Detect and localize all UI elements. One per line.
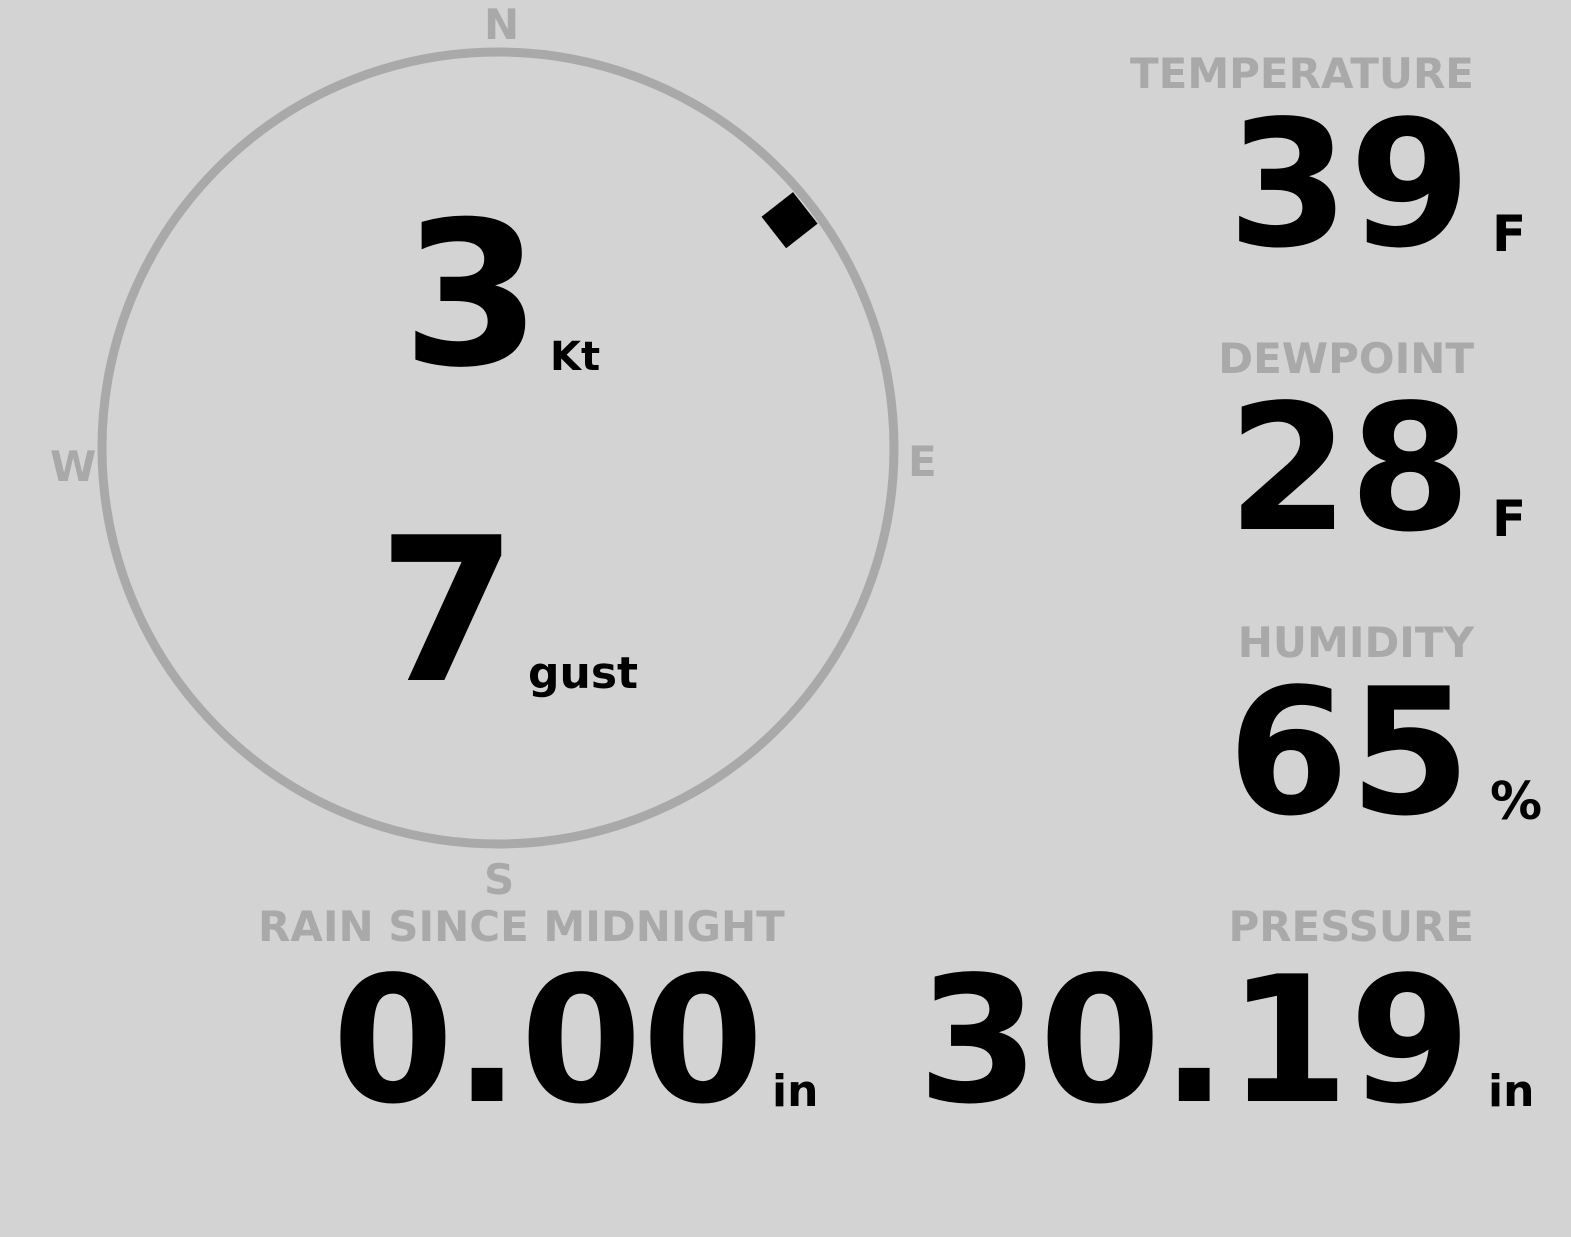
dewpoint-value: 28 [1227,368,1471,571]
humidity-value: 65 [1227,652,1471,855]
temperature-unit: F [1492,205,1527,263]
humidity-unit: % [1490,772,1543,832]
compass-south: S [484,855,515,904]
dewpoint-label: DEWPOINT [1218,334,1474,383]
wind-speed-unit: Kt [550,334,601,380]
compass-west: W [50,442,97,491]
rain-unit: in [772,1066,819,1117]
wind-speed-value: 3 [402,179,542,412]
temperature-label: TEMPERATURE [1130,49,1474,98]
pressure-label: PRESSURE [1228,902,1474,951]
wind-compass [97,47,899,849]
dewpoint-unit: F [1492,490,1527,548]
wind-direction-marker [761,192,818,249]
compass-ring [97,47,899,849]
pressure-value: 30.19 [917,940,1471,1143]
wind-gust-label: gust [528,648,639,699]
pressure-unit: in [1488,1066,1535,1117]
temperature-value: 39 [1227,84,1471,287]
rain-value: 0.00 [332,940,764,1143]
wind-gust-value: 7 [378,495,518,728]
humidity-label: HUMIDITY [1237,618,1474,667]
compass-north: N [484,0,520,49]
compass-east: E [908,437,937,486]
rain-label: RAIN SINCE MIDNIGHT [258,902,785,951]
